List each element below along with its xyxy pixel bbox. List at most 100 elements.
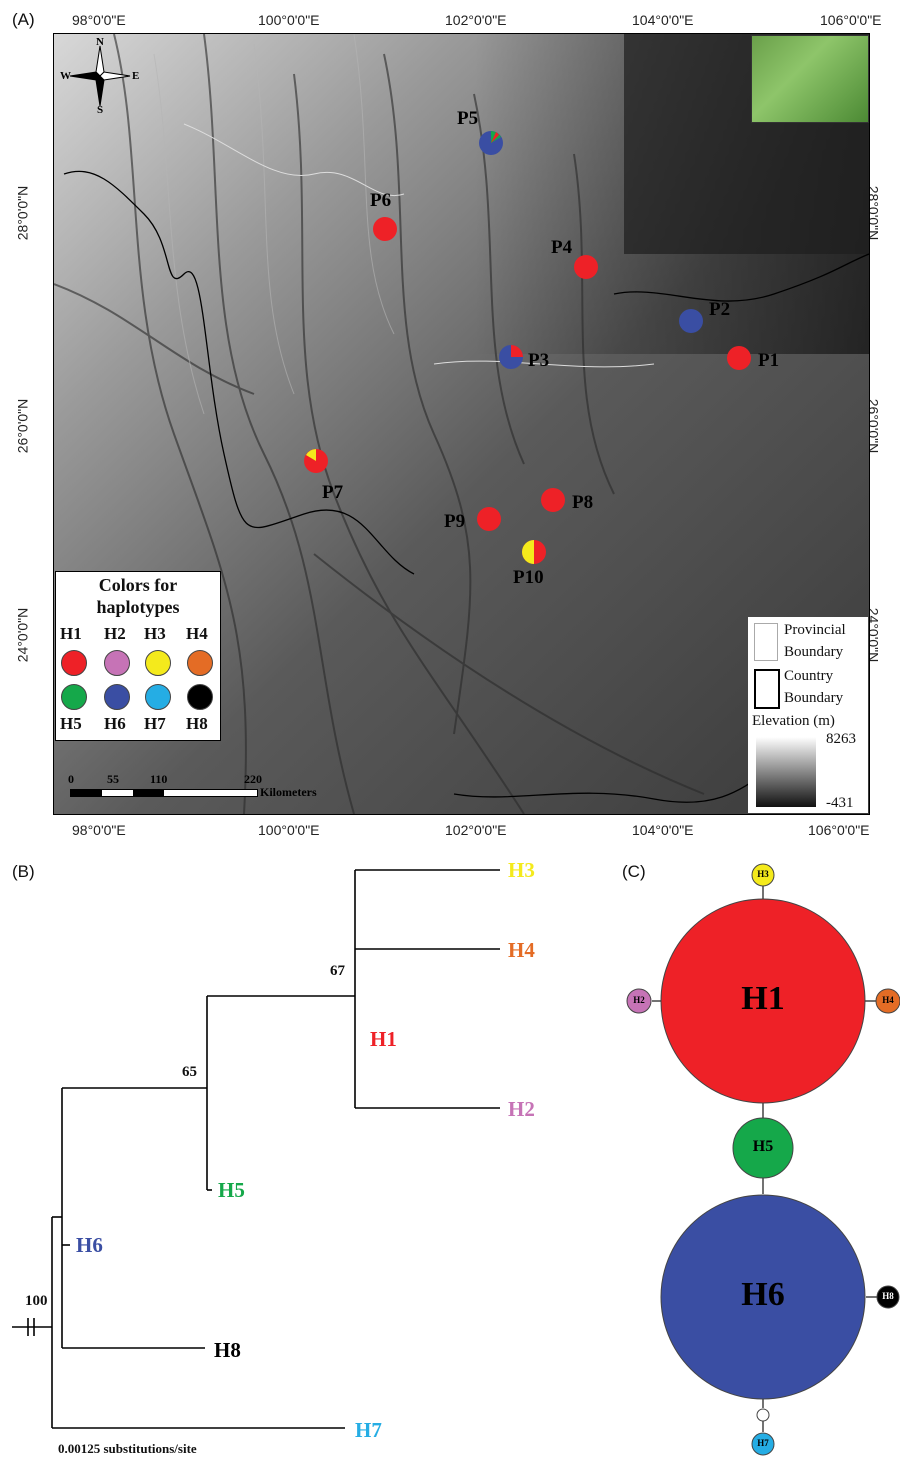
provincial-label: Provincial	[784, 622, 846, 638]
site-label-p9: P9	[444, 511, 466, 532]
site-label-p3: P3	[528, 350, 550, 371]
haplotype-network	[626, 863, 900, 1456]
scale-tick-0: 0	[68, 772, 74, 786]
tree-tip-h8: H8	[214, 1338, 241, 1362]
panel-label-c: (C)	[622, 862, 646, 881]
site-label-p8: P8	[572, 492, 594, 513]
site-label-p5: P5	[457, 108, 479, 129]
site-label-p4: P4	[551, 237, 573, 258]
legend-dot-h3	[145, 650, 171, 676]
scale-tick-55: 55	[107, 772, 119, 786]
network-node-h3	[751, 863, 775, 887]
legend-dot-h4	[187, 650, 213, 676]
legend-code-h6: H6	[104, 714, 126, 733]
legend-code-h7: H7	[144, 714, 166, 733]
scale-bar-segments	[70, 789, 258, 797]
scale-tick-110: 110	[150, 772, 168, 786]
legend-code-h8: H8	[186, 714, 208, 733]
network-label-h5: H5	[752, 1138, 774, 1155]
network-node-h4	[875, 988, 900, 1014]
network-node-missing	[756, 1408, 770, 1422]
phylogenetic-tree	[12, 869, 500, 1429]
elevation-map: N S W E	[53, 33, 870, 815]
compass-s: S	[97, 104, 104, 116]
legend-dot-h8	[187, 684, 213, 710]
network-label-h6: H6	[741, 1276, 785, 1313]
network-label-h2: H2	[633, 995, 645, 1005]
site-label-p7: P7	[322, 482, 344, 503]
bootstrap-65: 65	[182, 1064, 197, 1080]
frog-photo	[751, 35, 869, 123]
network-node-h1	[660, 898, 866, 1104]
network-node-h8	[876, 1285, 900, 1309]
elevation-max: 8263	[826, 731, 856, 747]
legend-title-line2: haplotypes	[96, 597, 180, 617]
bootstrap-100: 100	[25, 1293, 48, 1309]
lat-label-left-28: 28°0'0"N	[14, 185, 31, 241]
compass-n: N	[96, 36, 104, 48]
lat-label-left-24: 24°0'0"N	[14, 607, 31, 663]
country-label-2: Boundary	[784, 690, 844, 706]
scale-unit: Kilometers	[260, 785, 317, 799]
map-scale-bar: 0 55 110 220 Kilometers	[68, 772, 317, 802]
lon-label-bottom-104: 104°0'0"E	[632, 822, 694, 838]
haplotype-legend: Colors for haplotypes H1 H2 H3 H4 H5 H6 …	[55, 571, 221, 741]
lat-label-left-26: 26°0'0"N	[14, 398, 31, 454]
country-boundary-swatch	[754, 669, 780, 709]
tree-tip-h1: H1	[370, 1027, 397, 1051]
legend-code-h2: H2	[104, 624, 126, 643]
lon-label-top-104: 104°0'0"E	[632, 12, 694, 28]
provincial-boundary-swatch	[754, 623, 778, 661]
lon-label-bottom-100: 100°0'0"E	[258, 822, 320, 838]
elevation-ramp	[756, 737, 816, 807]
legend-dot-h5	[61, 684, 87, 710]
tree-tip-h6: H6	[76, 1233, 103, 1257]
legend-title-line1: Colors for	[98, 575, 178, 595]
legend-code-h1: H1	[60, 624, 82, 643]
network-node-h5	[732, 1117, 794, 1179]
network-label-h4: H4	[882, 995, 894, 1005]
legend-code-h3: H3	[144, 624, 166, 643]
tree-tip-h5: H5	[218, 1178, 245, 1202]
elevation-min: -431	[826, 795, 854, 811]
network-node-h7	[751, 1432, 775, 1456]
country-label: Country	[784, 668, 834, 684]
compass-e: E	[132, 70, 140, 82]
legend-code-h5: H5	[60, 714, 82, 733]
lon-label-top-98: 98°0'0"E	[72, 12, 126, 28]
lon-label-top-106: 106°0'0"E	[820, 12, 882, 28]
lon-label-bottom-106: 106°0'0"E	[808, 822, 870, 838]
boundary-legend: Provincial Boundary Country Boundary Ele…	[748, 617, 868, 813]
network-label-h8: H8	[882, 1291, 894, 1301]
lon-label-bottom-98: 98°0'0"E	[72, 822, 126, 838]
elevation-title: Elevation (m)	[752, 713, 835, 729]
scale-tick-220: 220	[244, 772, 262, 786]
network-label-h3: H3	[757, 869, 769, 879]
bootstrap-67: 67	[330, 963, 345, 979]
site-label-p1: P1	[758, 350, 780, 371]
network-label-h1: H1	[741, 980, 785, 1017]
tree-tip-h7: H7	[355, 1418, 382, 1442]
tree-scale-label: 0.00125 substitutions/site	[58, 1441, 197, 1456]
site-label-p10: P10	[513, 567, 544, 588]
provincial-label-2: Boundary	[784, 644, 844, 660]
tree-tip-h2: H2	[508, 1097, 535, 1121]
network-node-h2	[626, 988, 652, 1014]
panel-label-a: (A)	[12, 10, 35, 29]
legend-dot-h2	[104, 650, 130, 676]
lon-label-top-102: 102°0'0"E	[445, 12, 507, 28]
legend-dot-h6	[104, 684, 130, 710]
legend-code-h4: H4	[186, 624, 208, 643]
compass-star-icon	[69, 45, 131, 107]
network-node-h6	[660, 1194, 866, 1400]
tree-tip-h4: H4	[508, 938, 535, 962]
compass-w: W	[60, 70, 71, 82]
lon-label-top-100: 100°0'0"E	[258, 12, 320, 28]
site-label-p6: P6	[370, 190, 392, 211]
legend-dot-h1	[61, 650, 87, 676]
tree-tip-h3: H3	[508, 858, 535, 882]
compass-rose: N S W E	[60, 36, 140, 116]
lon-label-bottom-102: 102°0'0"E	[445, 822, 507, 838]
site-label-p2: P2	[709, 299, 731, 320]
network-label-h7: H7	[757, 1438, 769, 1448]
